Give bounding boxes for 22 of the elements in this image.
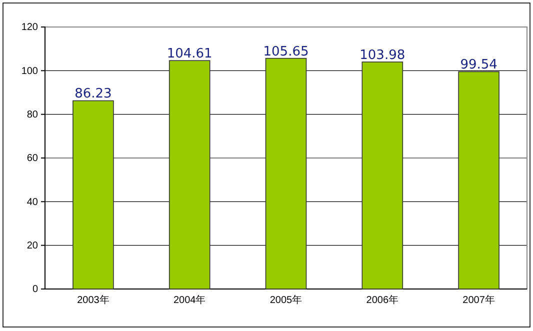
data-label: 86.23	[74, 86, 112, 102]
x-tick-label: 2003年	[77, 294, 110, 306]
data-label: 103.98	[360, 48, 406, 63]
data-label: 104.61	[166, 46, 212, 62]
y-tick-label: 100	[21, 66, 38, 77]
bar	[72, 100, 114, 290]
bar	[168, 60, 210, 290]
x-tick-label: 2004年	[173, 294, 206, 306]
bar	[265, 58, 307, 290]
y-tick-label: 40	[26, 196, 38, 208]
bar	[458, 71, 500, 290]
data-label: 99.54	[460, 58, 498, 73]
x-tick-label: 2006年	[366, 294, 399, 306]
y-tick-label: 120	[21, 22, 38, 34]
y-tick-label: 80	[26, 110, 38, 121]
bar	[362, 62, 404, 290]
y-tick-label: 60	[26, 153, 38, 164]
data-label: 105.65	[263, 44, 309, 60]
y-tick-label: 20	[26, 240, 38, 252]
x-tick-label: 2007年	[462, 294, 495, 306]
y-tick-label: 0	[32, 284, 38, 296]
x-tick-label: 2005年	[270, 294, 302, 306]
